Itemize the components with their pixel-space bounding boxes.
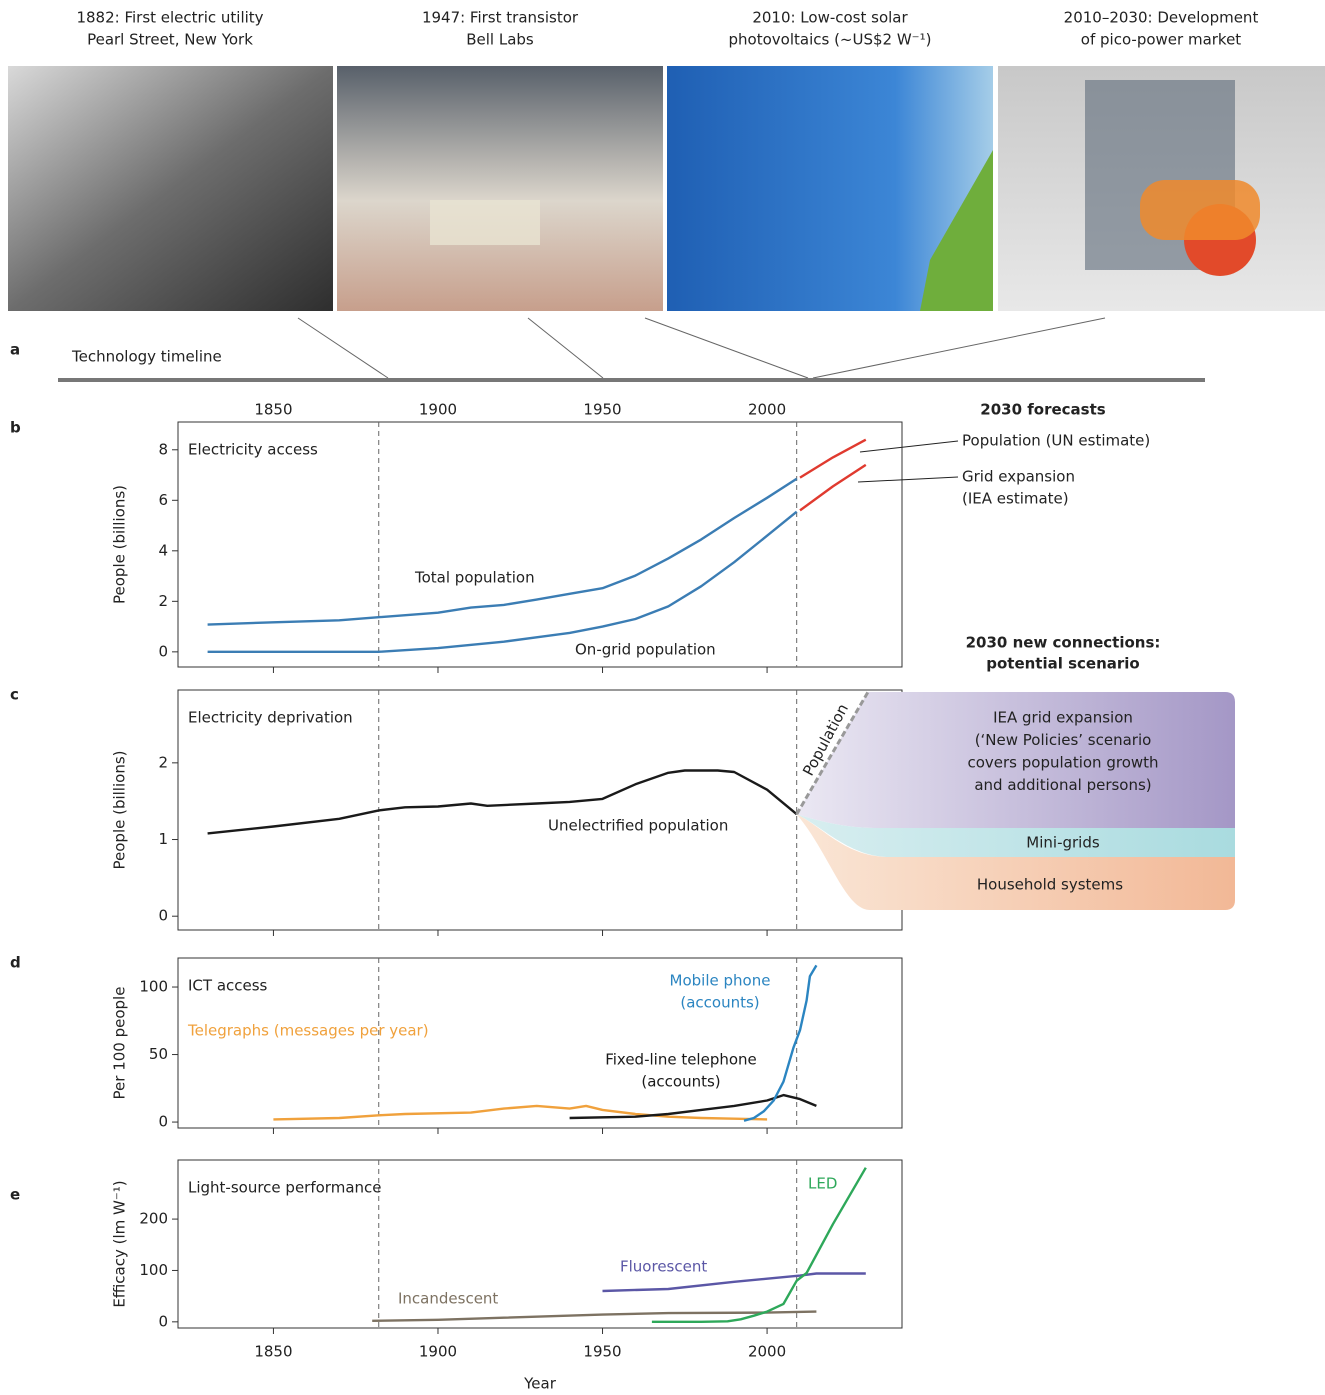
page: 1882: First electric utility Pearl Street…	[0, 0, 1325, 1391]
series-line	[208, 479, 797, 625]
panel-title: ICT access	[188, 977, 268, 995]
y-tick-label: 0	[158, 1113, 168, 1131]
series-label: LED	[808, 1175, 837, 1193]
panel-label: c	[10, 686, 19, 704]
scenario-segment-label: Household systems	[977, 876, 1123, 894]
series-label: Unelectrified population	[548, 817, 728, 835]
y-tick-label: 2	[158, 753, 168, 771]
scenario-title: potential scenario	[986, 655, 1140, 673]
photo-caption: 1947: First transistor	[422, 9, 579, 27]
photo	[8, 66, 333, 311]
series-label: (accounts)	[680, 994, 759, 1012]
y-tick-label: 0	[158, 1312, 168, 1330]
photo-caption: Bell Labs	[466, 31, 534, 49]
scenario-segment-label: (‘New Policies’ scenario	[975, 731, 1152, 749]
x-tick-label: 2000	[748, 1343, 786, 1361]
series-line	[570, 1095, 817, 1118]
series-line	[603, 1274, 866, 1292]
photo-caption: 2010–2030: Development	[1064, 9, 1259, 27]
series-label: Total population	[414, 569, 535, 587]
leader-line	[860, 441, 958, 452]
y-tick-label: 200	[139, 1210, 168, 1228]
scenario-segment-label: covers population growth	[967, 754, 1158, 772]
plot-frame	[178, 422, 902, 667]
panel-label: e	[10, 1186, 20, 1204]
scenario-segment-label: and additional persons)	[974, 776, 1151, 794]
series-label: (IEA estimate)	[962, 490, 1069, 508]
y-tick-label: 100	[139, 1261, 168, 1279]
y-tick-label: 50	[149, 1045, 168, 1063]
series-label: Telegraphs (messages per year)	[187, 1022, 429, 1040]
connector	[813, 318, 1105, 378]
y-tick-label: 8	[158, 440, 168, 458]
photo-detail	[430, 200, 540, 245]
y-tick-label: 4	[158, 541, 168, 559]
scenario-segment-label: IEA grid expansion	[993, 709, 1133, 727]
photo	[337, 66, 663, 311]
timeline-tick-label: 2000	[748, 401, 786, 419]
y-tick-label: 0	[158, 907, 168, 925]
plot-frame	[178, 958, 902, 1128]
y-tick-label: 0	[158, 642, 168, 660]
series-label: Incandescent	[398, 1290, 498, 1308]
panel-label: a	[10, 341, 20, 359]
y-axis-label: Efficacy (lm W⁻¹)	[111, 1180, 129, 1307]
panel-title: Light-source performance	[188, 1179, 382, 1197]
series-label: Mobile phone	[670, 972, 771, 990]
y-tick-label: 1	[158, 830, 168, 848]
series-label: Population (UN estimate)	[962, 432, 1150, 450]
timeline-tick-label: 1950	[583, 401, 621, 419]
x-tick-label: 1850	[254, 1343, 292, 1361]
series-label: Fixed-line telephone	[605, 1051, 757, 1069]
panel-title: Electricity deprivation	[188, 709, 353, 727]
panel-label: d	[10, 954, 21, 972]
photo-detail	[1140, 180, 1260, 240]
photo-caption: 2010: Low-cost solar	[752, 9, 908, 27]
forecast-title: 2030 forecasts	[980, 401, 1105, 419]
scenario-segment-label: Mini-grids	[1026, 834, 1100, 852]
connector	[528, 318, 603, 378]
connector	[298, 318, 388, 378]
scenario-title: 2030 new connections:	[966, 634, 1161, 652]
y-tick-label: 2	[158, 592, 168, 610]
panel-label: b	[10, 419, 21, 437]
connector	[645, 318, 808, 378]
timeline-tick-label: 1850	[254, 401, 292, 419]
y-axis-label: Per 100 people	[111, 987, 129, 1100]
series-label: (accounts)	[641, 1073, 720, 1091]
series-label: Fluorescent	[620, 1258, 707, 1276]
series-line	[273, 1106, 767, 1120]
series-label: On-grid population	[575, 641, 716, 659]
x-tick-label: 1950	[583, 1343, 621, 1361]
y-tick-label: 6	[158, 491, 168, 509]
x-tick-label: 1900	[419, 1343, 457, 1361]
photo-caption: photovoltaics (~US$2 W⁻¹)	[729, 31, 932, 49]
figure: 1882: First electric utility Pearl Street…	[0, 0, 1325, 1391]
timeline-tick-label: 1900	[419, 401, 457, 419]
x-axis-label: Year	[523, 1375, 557, 1392]
y-tick-label: 100	[139, 978, 168, 996]
photo-caption: of pico-power market	[1081, 31, 1242, 49]
leader-line	[858, 477, 958, 482]
series-label: Grid expansion	[962, 468, 1075, 486]
photo-caption: Pearl Street, New York	[87, 31, 253, 49]
timeline-label: Technology timeline	[71, 348, 222, 366]
photo-caption: 1882: First electric utility	[76, 9, 263, 27]
panel-title: Electricity access	[188, 441, 318, 459]
y-axis-label: People (billions)	[111, 485, 129, 604]
y-axis-label: People (billions)	[111, 751, 129, 870]
